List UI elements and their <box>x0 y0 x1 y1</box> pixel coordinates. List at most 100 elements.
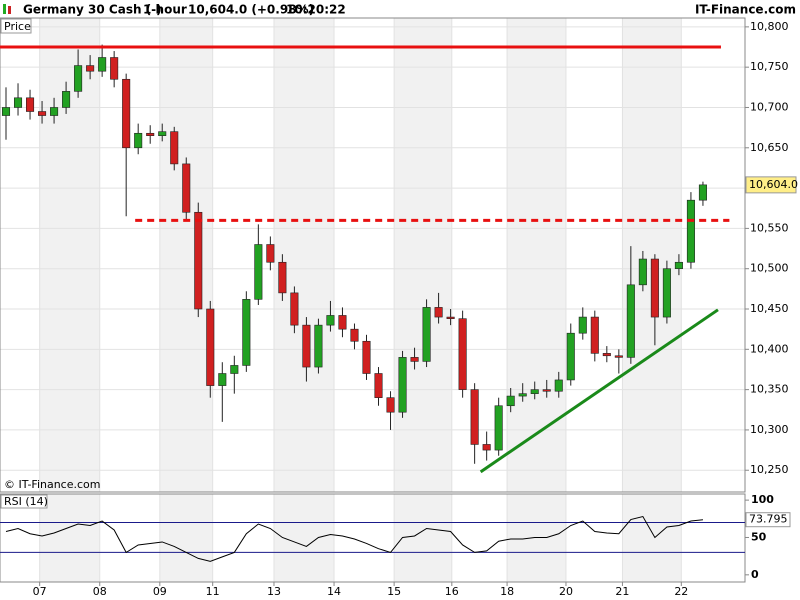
candle-body <box>458 318 467 390</box>
candle-body <box>578 316 587 334</box>
candle-body <box>290 292 299 326</box>
symbol: Germany 30 Cash (-) <box>23 3 162 17</box>
x-tick-label: 20 <box>559 585 573 598</box>
x-tick-label: 22 <box>674 585 688 598</box>
day-band <box>273 18 335 492</box>
candle-body <box>50 107 59 116</box>
candle-body <box>470 389 479 445</box>
y-tick-label: 10,800 <box>750 20 789 33</box>
candle-body <box>386 397 395 413</box>
candle-body <box>410 357 419 362</box>
candle-body <box>254 244 263 300</box>
candle-body <box>350 328 359 342</box>
price-frame <box>0 17 746 493</box>
x-tick-label: 08 <box>93 585 107 598</box>
panel-label-box <box>0 494 48 509</box>
rsi-value-label: 73.795 <box>749 513 788 526</box>
candle-body <box>542 389 551 392</box>
candle-body <box>506 395 515 407</box>
candle-body <box>626 284 635 358</box>
x-tick-label: 07 <box>33 585 47 598</box>
brand: IT-Finance.com <box>695 3 796 17</box>
y-tick-label: 100 <box>751 493 774 506</box>
candle-body <box>494 405 503 451</box>
candle-body <box>170 131 179 165</box>
candle-body <box>530 389 539 394</box>
candle-body <box>314 324 323 368</box>
candle-body <box>518 393 527 397</box>
panel-label: RSI (14) <box>4 495 48 508</box>
candle-body <box>614 355 623 358</box>
interval: 1 hour <box>143 3 187 17</box>
candle-body <box>62 91 71 108</box>
candle-body <box>110 57 119 80</box>
last-price-label: 10,604.0 <box>749 178 798 191</box>
candle-body <box>86 65 95 72</box>
day-bands <box>39 18 682 582</box>
y-tick-label: 10,650 <box>750 141 789 154</box>
candle-body <box>98 57 107 72</box>
day-band <box>507 18 566 492</box>
y-tick-label: 10,750 <box>750 60 789 73</box>
grid <box>0 18 745 582</box>
time: 10:20:22 <box>286 3 346 17</box>
y-tick-label: 10,450 <box>750 302 789 315</box>
day-band <box>394 494 452 582</box>
y-tick-label: 10,300 <box>750 423 789 436</box>
candle-body <box>362 340 371 374</box>
day-band <box>394 18 452 492</box>
y-tick-label: 10,700 <box>750 100 789 113</box>
trend-line <box>479 308 719 474</box>
candle-body <box>74 65 83 92</box>
candle-body <box>650 258 659 318</box>
candle-body <box>206 308 215 386</box>
candle-body <box>182 163 191 213</box>
rsi-value-box <box>745 512 791 528</box>
candle-body <box>134 132 143 149</box>
candle-body <box>338 315 347 330</box>
logo-icon <box>8 6 11 14</box>
y-tick-label: 10,550 <box>750 221 789 234</box>
candle-body <box>434 307 443 318</box>
y-tick-label: 50 <box>751 530 767 543</box>
candle-body <box>554 379 563 392</box>
candle-body <box>374 373 383 398</box>
day-band <box>39 18 100 492</box>
panel-label: Price <box>4 20 31 33</box>
y-tick-label: 10,500 <box>750 262 789 275</box>
candle-body <box>566 332 575 381</box>
x-tick-label: 13 <box>267 585 281 598</box>
y-tick-label: 10,400 <box>750 342 789 355</box>
candle-body <box>146 132 155 136</box>
x-tick-label: 18 <box>500 585 514 598</box>
y-tick-label: 0 <box>751 568 759 581</box>
candle-body <box>662 268 671 318</box>
panel-label-box <box>0 18 32 34</box>
candle-body <box>686 199 695 263</box>
candle-body <box>326 315 335 326</box>
x-tick-label: 21 <box>615 585 629 598</box>
candle-body <box>590 316 599 354</box>
x-tick-label: 15 <box>387 585 401 598</box>
candle-body <box>218 373 227 386</box>
logo-icon <box>3 4 6 14</box>
candle-body <box>242 299 251 366</box>
candle-body <box>602 353 611 357</box>
day-band <box>159 18 213 492</box>
y-tick-label: 10,350 <box>750 383 789 396</box>
watermark: © IT-Finance.com <box>4 478 101 491</box>
candle-body <box>122 78 131 149</box>
candle-body <box>158 131 167 136</box>
day-band <box>159 494 213 582</box>
y-tick-label: 10,250 <box>750 463 789 476</box>
candle-body <box>1 107 11 116</box>
candle-body <box>13 97 23 108</box>
candle-body <box>266 244 275 263</box>
candle-body <box>194 211 203 310</box>
candle-body <box>302 324 311 368</box>
candle-body <box>638 258 647 286</box>
rsi-frame <box>0 493 746 583</box>
candle-body <box>26 97 35 112</box>
